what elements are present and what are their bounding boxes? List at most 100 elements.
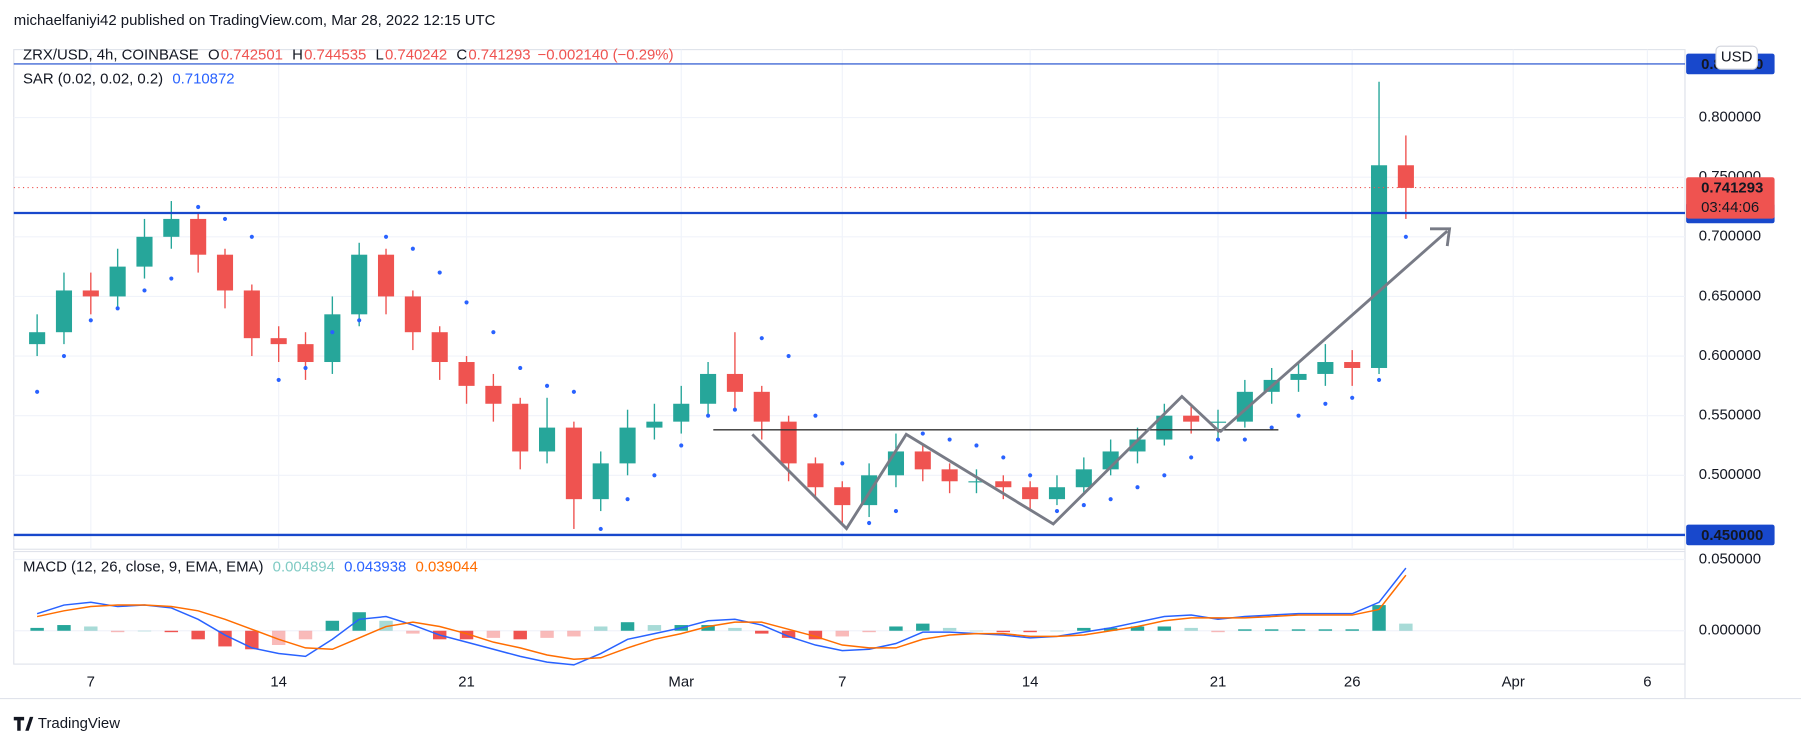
sar-dot [786, 353, 791, 359]
candle-body [431, 332, 448, 363]
histogram-bar [513, 630, 527, 640]
sar-dot [249, 234, 254, 239]
last-price-label: 0.741293 [1701, 180, 1763, 197]
x-tick-label: 14 [1022, 673, 1039, 690]
sar-dot [1162, 473, 1167, 478]
ohlc-key: O [208, 46, 220, 63]
countdown-label: 03:44:06 [1701, 199, 1759, 216]
candle-body [109, 266, 126, 297]
candle-body [136, 236, 153, 267]
sar-dot [330, 330, 335, 335]
sar-dot [947, 437, 952, 442]
sar-dot [893, 509, 899, 514]
macd-line [36, 567, 1407, 666]
candle-body [377, 254, 395, 297]
y-tick-label: 0.600000 [1699, 347, 1761, 364]
sar-dot [867, 520, 872, 526]
histogram-bar [808, 630, 823, 640]
sar-dot [840, 461, 845, 466]
candle-body [807, 463, 824, 488]
sar-dot [1028, 473, 1033, 478]
histogram-bar [594, 626, 608, 631]
candle-body [1290, 373, 1307, 380]
sar-value: 0.710872 [172, 70, 234, 87]
sar-dot [920, 431, 925, 436]
candle-body [539, 427, 556, 452]
histogram-bar [916, 623, 930, 631]
pane-frame [13, 550, 1686, 665]
sar-dot [813, 413, 818, 418]
x-tick-label: 21 [458, 673, 475, 690]
histogram-bar [218, 630, 232, 647]
sar-dot [115, 306, 120, 311]
candle-body [941, 469, 958, 482]
candle-body [163, 218, 180, 237]
x-tick-label: 14 [270, 673, 287, 690]
candle-body [55, 290, 73, 333]
y-tick-label: 0.700000 [1699, 228, 1761, 245]
candle-body [216, 254, 234, 291]
brand: TradingView [38, 715, 120, 732]
histogram-bar [245, 630, 259, 650]
pattern-line [751, 394, 1221, 531]
candle-body [726, 373, 743, 392]
x-tick-label: 7 [838, 673, 846, 690]
arrow-head [1430, 227, 1452, 247]
histogram-bar [191, 630, 205, 640]
sar-dot [35, 389, 40, 394]
sar-dot [1135, 485, 1140, 490]
histogram-bar [1103, 627, 1118, 631]
histogram-bar [996, 630, 1011, 633]
histogram-bar [567, 630, 581, 637]
candle-body [1156, 415, 1173, 440]
sar-dot [383, 234, 389, 239]
candle-body [324, 314, 341, 363]
candle-body [619, 427, 636, 464]
candle-body [565, 427, 582, 500]
candle-body [914, 451, 931, 470]
histogram-bar [271, 630, 286, 646]
histogram-bar [1023, 630, 1037, 633]
sar-dot [1001, 455, 1006, 460]
sar-dot [1376, 377, 1382, 382]
candle-body [646, 421, 663, 428]
histogram-bar [1157, 626, 1172, 631]
sar-dot [732, 407, 737, 412]
sar-dot [1242, 437, 1247, 442]
sar-dot [1189, 455, 1194, 460]
candle-body [29, 332, 46, 345]
candle-body [995, 481, 1012, 488]
macd-legend: MACD (12, 26, close, 9, EMA, EMA) 0.00489… [23, 559, 478, 576]
sar-dot [1323, 401, 1328, 406]
histogram-bar [486, 630, 501, 638]
candle-body [592, 463, 609, 500]
level-tag [1686, 524, 1775, 546]
histogram-bar [1399, 623, 1413, 631]
histogram-bar [620, 622, 635, 631]
candle-body [1129, 439, 1146, 452]
histogram-bar [1345, 629, 1359, 631]
histogram-bar [1077, 627, 1091, 631]
sar-dot [625, 497, 630, 502]
candle-body [1370, 165, 1388, 368]
histogram-bar [1184, 627, 1198, 631]
sar-dot [357, 318, 362, 323]
candle-body [485, 385, 502, 404]
histogram-bar [164, 630, 179, 633]
candle-body [673, 403, 690, 422]
x-tick-label: Apr [1502, 673, 1525, 690]
candle-body [297, 344, 314, 363]
candle-body [834, 487, 851, 506]
candle-body [1048, 487, 1066, 500]
sar-dot [437, 270, 442, 275]
candle-body [1317, 362, 1334, 374]
histogram-value: 0.004894 [273, 559, 335, 576]
currency-label: USD [1721, 49, 1753, 66]
sar-dot [222, 216, 228, 221]
currency-button[interactable] [1715, 45, 1758, 70]
histogram-bar [942, 627, 957, 631]
sar-dot [196, 204, 201, 210]
change: −0.002140 (−0.29%) [537, 46, 673, 63]
